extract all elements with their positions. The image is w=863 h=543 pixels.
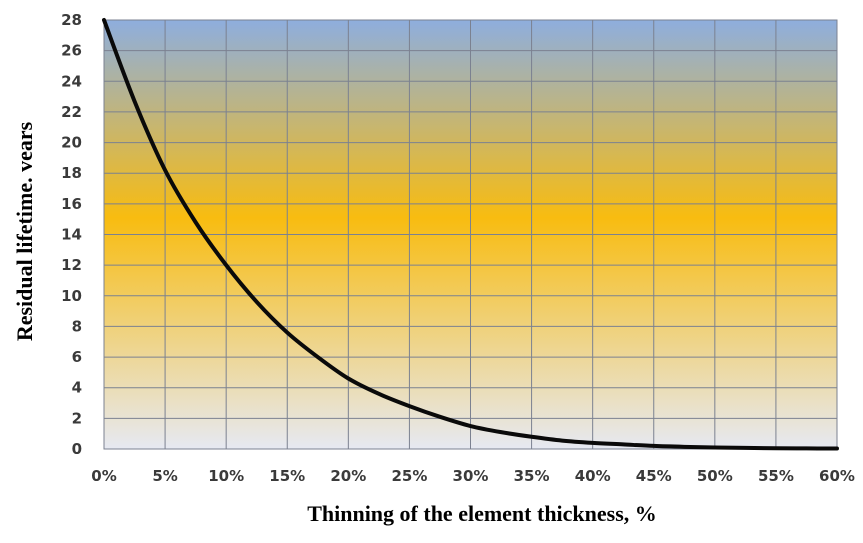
y-axis-title: Residual lifetime. vears — [12, 121, 37, 341]
x-tick-label: 25% — [391, 467, 427, 485]
x-tick-label: 50% — [697, 467, 733, 485]
plot-border — [103, 19, 838, 450]
x-tick-label: 30% — [453, 467, 489, 485]
y-tick-label: 24 — [61, 72, 82, 90]
x-tick-label: 35% — [514, 467, 550, 485]
y-tick-label: 16 — [61, 195, 82, 213]
y-tick-label: 26 — [61, 42, 82, 60]
x-axis-title: Thinning of the element thickness, % — [307, 501, 657, 526]
y-tick-label: 4 — [72, 379, 82, 397]
y-tick-label: 18 — [61, 164, 82, 182]
x-tick-labels: 0% 5% 10% 15% 20% 25% 30% 35% 40% 45% 50% 55% 60% — [91, 467, 855, 485]
x-tick-label: 45% — [636, 467, 672, 485]
y-tick-label: 28 — [61, 11, 82, 29]
y-tick-label: 0 — [72, 440, 82, 458]
x-tick-label: 10% — [208, 467, 244, 485]
y-tick-label: 2 — [72, 409, 82, 427]
x-tick-label: 55% — [758, 467, 794, 485]
y-tick-label: 22 — [61, 103, 82, 121]
y-tick-label: 14 — [61, 226, 82, 244]
x-tick-label: 40% — [575, 467, 611, 485]
series-line — [102, 18, 839, 451]
y-tick-label: 6 — [72, 348, 82, 366]
x-tick-label: 60% — [819, 467, 855, 485]
x-tick-label: 0% — [91, 467, 116, 485]
y-tick-label: 20 — [61, 134, 82, 152]
x-tick-label: 15% — [269, 467, 305, 485]
y-tick-label: 12 — [61, 256, 82, 274]
y-tick-label: 10 — [61, 287, 82, 305]
series-layer — [102, 18, 839, 451]
x-tick-label: 5% — [152, 467, 177, 485]
gridlines — [103, 19, 838, 450]
y-tick-label: 8 — [72, 317, 82, 335]
x-tick-label: 20% — [330, 467, 366, 485]
